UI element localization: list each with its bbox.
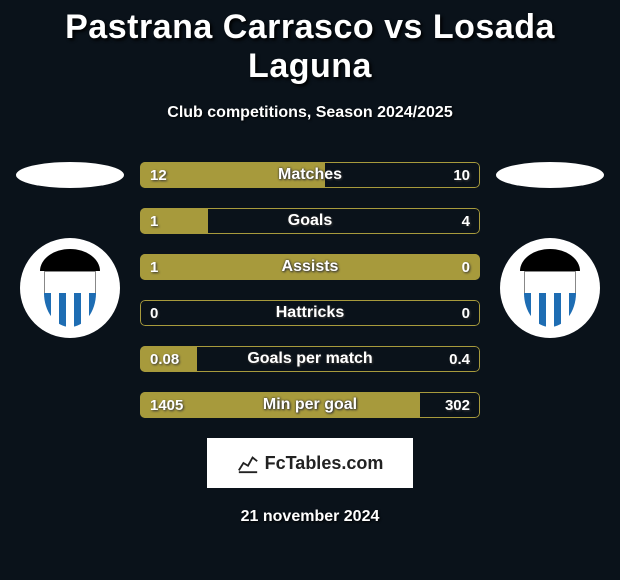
stat-label: Hattricks xyxy=(140,304,480,322)
promo-text: FcTables.com xyxy=(265,453,384,474)
page-subtitle: Club competitions, Season 2024/2025 xyxy=(0,104,620,122)
comparison-content: 12Matches101Goals41Assists00Hattricks00.… xyxy=(0,162,620,418)
stat-value-right: 302 xyxy=(445,397,470,414)
stat-row: 0.08Goals per match0.4 xyxy=(140,346,480,372)
shield-icon xyxy=(520,249,580,327)
stat-label: Min per goal xyxy=(140,396,480,414)
chart-icon xyxy=(237,452,259,474)
player-photo-placeholder-right xyxy=(496,162,604,188)
player-photo-placeholder-left xyxy=(16,162,124,188)
left-player-column xyxy=(0,162,140,338)
comparison-bars: 12Matches101Goals41Assists00Hattricks00.… xyxy=(140,162,480,418)
stat-value-right: 4 xyxy=(462,213,470,230)
stat-label: Goals per match xyxy=(140,350,480,368)
stat-value-right: 0.4 xyxy=(449,351,470,368)
snapshot-date: 21 november 2024 xyxy=(0,508,620,526)
stat-row: 1Assists0 xyxy=(140,254,480,280)
stat-value-right: 0 xyxy=(462,259,470,276)
club-badge-left xyxy=(20,238,120,338)
stat-label: Goals xyxy=(140,212,480,230)
shield-icon xyxy=(40,249,100,327)
page-title: Pastrana Carrasco vs Losada Laguna xyxy=(0,0,620,86)
stat-label: Assists xyxy=(140,258,480,276)
right-player-column xyxy=(480,162,620,338)
club-badge-right xyxy=(500,238,600,338)
stat-row: 1Goals4 xyxy=(140,208,480,234)
stat-value-right: 10 xyxy=(453,167,470,184)
stat-label: Matches xyxy=(140,166,480,184)
stat-row: 12Matches10 xyxy=(140,162,480,188)
stat-row: 0Hattricks0 xyxy=(140,300,480,326)
stat-row: 1405Min per goal302 xyxy=(140,392,480,418)
stat-value-right: 0 xyxy=(462,305,470,322)
promo-badge: FcTables.com xyxy=(207,438,413,488)
